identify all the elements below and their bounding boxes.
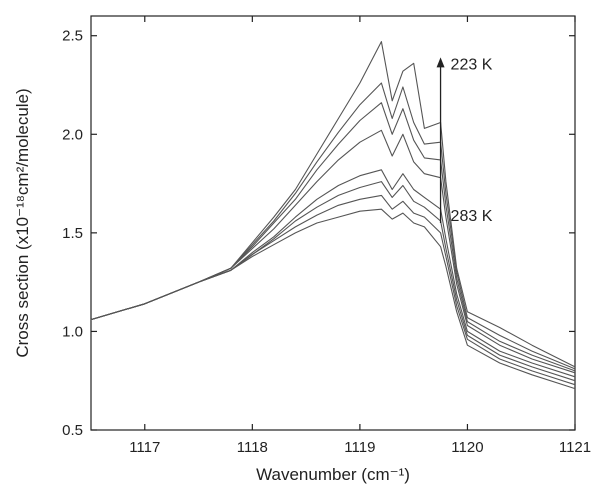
spectrum-line-4 [90,169,576,378]
series-group [90,41,576,390]
spectrum-line-3 [90,181,576,382]
axis-ticks: 1117 1118 1119 1120 1121 0.5 1.0 1.5 2.0 2.5 [62,16,591,456]
x-tick-label: 1121 [559,439,591,456]
x-axis-label: Wavenumber (cm⁻¹) [256,465,410,484]
spectrum-line-5 [90,129,576,374]
y-tick-label: 2.0 [62,126,83,143]
spectrum-line-6 [90,102,576,372]
spectrum-line-1 [90,208,576,390]
spectrum-line-8 [90,41,576,368]
x-tick-label: 1118 [237,439,268,456]
y-tick-label: 2.5 [62,28,83,45]
spectrum-line-7 [90,82,576,370]
temperature-annotation: 223 K 283 K [436,56,493,225]
x-tick-label: 1117 [129,439,160,456]
y-tick-label: 1.5 [62,225,83,242]
y-axis-label: Cross section (x10⁻¹⁸cm²/molecule) [13,88,32,357]
x-tick-label: 1119 [344,439,375,456]
temperature-arrowhead [436,57,445,68]
label-283k: 283 K [451,208,493,225]
label-223k: 223 K [451,56,493,73]
x-tick-label: 1120 [451,439,483,456]
plot-frame [90,15,576,431]
y-tick-label: 1.0 [62,323,83,340]
y-tick-label: 0.5 [62,422,83,439]
